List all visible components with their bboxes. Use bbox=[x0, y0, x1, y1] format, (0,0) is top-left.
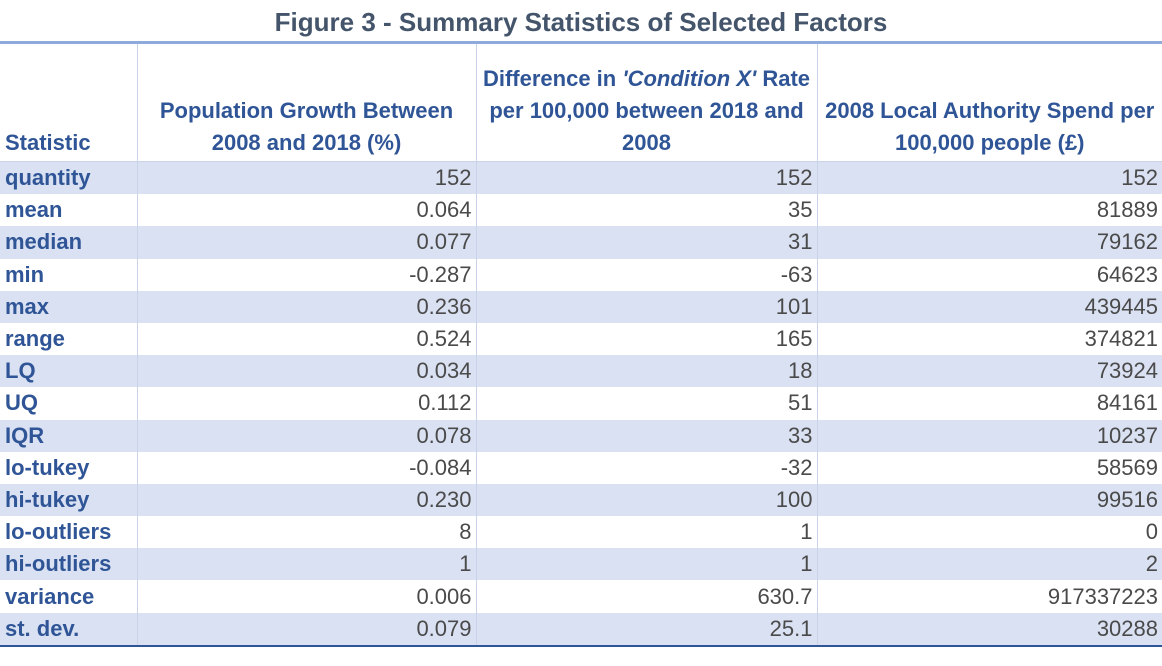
cell-statistic: range bbox=[0, 322, 138, 356]
table-body: quantity 152 152 152 mean 0.064 35 81889 median 0… bbox=[0, 161, 1162, 647]
table-header: Statistic Population Growth Between 2008… bbox=[0, 44, 1162, 162]
table-row: variance 0.006 630.7 917337223 bbox=[0, 580, 1162, 613]
cell-statistic: mean bbox=[0, 194, 138, 227]
cell-condition-x-difference: 18 bbox=[476, 355, 818, 388]
cell-condition-x-difference: -32 bbox=[476, 451, 818, 484]
cell-condition-x-difference: 1 bbox=[476, 548, 818, 581]
table-row: hi-tukey 0.230 100 99516 bbox=[0, 483, 1162, 517]
table-row: LQ 0.034 18 73924 bbox=[0, 355, 1162, 388]
table-row: lo-outliers 8 1 0 bbox=[0, 516, 1162, 549]
cell-authority-spend: 2 bbox=[817, 548, 1162, 581]
cell-statistic: hi-tukey bbox=[0, 483, 138, 517]
cell-authority-spend: 917337223 bbox=[1047, 583, 1158, 609]
cell-authority-spend: 0 bbox=[1145, 519, 1158, 545]
table-row: UQ 0.112 51 84161 bbox=[0, 387, 1162, 420]
cell-population-growth: 0.230 bbox=[137, 483, 477, 517]
cell-authority-spend: 73924 bbox=[817, 355, 1162, 388]
cell-population-growth: 1 bbox=[137, 548, 477, 581]
cell-population-growth: 8 bbox=[137, 516, 477, 549]
header-authority-spend: 2008 Local Authority Spend per 100,000 p… bbox=[817, 44, 1162, 162]
cell-condition-x-difference: 100 bbox=[476, 483, 818, 517]
cell-condition-x-difference: 101 bbox=[476, 290, 818, 323]
cell-condition-x-difference: 51 bbox=[476, 387, 818, 420]
cell-population-growth: -0.084 bbox=[137, 451, 477, 484]
cell-statistic: quantity bbox=[0, 161, 138, 195]
cell-statistic: variance bbox=[0, 580, 138, 613]
cell-population-growth: 0.006 bbox=[137, 580, 477, 613]
cell-condition-x-difference: 1 bbox=[476, 516, 818, 549]
cell-condition-x-difference: 35 bbox=[476, 194, 818, 227]
table-row: lo-tukey -0.084 -32 58569 bbox=[0, 451, 1162, 484]
table-row: mean 0.064 35 81889 bbox=[0, 194, 1162, 227]
cell-condition-x-difference: -63 bbox=[476, 258, 818, 291]
cell-authority-spend: 439445 bbox=[817, 290, 1162, 323]
header-statistic: Statistic bbox=[0, 44, 138, 162]
cell-statistic: UQ bbox=[0, 387, 138, 420]
cell-authority-spend: 30288 bbox=[817, 612, 1162, 647]
table-row: quantity 152 152 152 bbox=[0, 161, 1162, 195]
cell-statistic: st. dev. bbox=[0, 612, 138, 647]
table-row: hi-outliers 1 1 2 bbox=[0, 548, 1162, 581]
cell-population-growth: -0.287 bbox=[137, 258, 477, 291]
cell-authority-spend: 79162 bbox=[817, 226, 1162, 259]
header-condition-x-post: Rate per 100,000 between 2018 and 2008 bbox=[489, 66, 811, 155]
summary-statistics-table: Statistic Population Growth Between 2008… bbox=[0, 44, 1162, 647]
cell-authority-spend: 64623 bbox=[1096, 261, 1158, 287]
cell-condition-x-difference: 33 bbox=[476, 419, 818, 452]
header-condition-x-italic: 'Condition X' bbox=[622, 66, 757, 91]
cell-statistic: median bbox=[0, 226, 138, 259]
figure-title: Figure 3 - Summary Statistics of Selecte… bbox=[0, 0, 1162, 44]
header-condition-x-difference: Difference in 'Condition X' Rate per 100… bbox=[476, 44, 818, 162]
cell-condition-x-difference: 31 bbox=[476, 226, 818, 259]
cell-statistic: min bbox=[0, 258, 138, 291]
cell-statistic: lo-outliers bbox=[0, 516, 138, 549]
cell-authority-spend: 81889 bbox=[1096, 197, 1158, 223]
cell-population-growth: 0.079 bbox=[137, 612, 477, 647]
table-row: IQR 0.078 33 10237 bbox=[0, 419, 1162, 452]
table-row: range 0.524 165 374821 bbox=[0, 322, 1162, 356]
cell-statistic: hi-outliers bbox=[0, 548, 138, 581]
cell-condition-x-difference: 152 bbox=[476, 161, 818, 195]
cell-authority-spend: 10237 bbox=[817, 419, 1162, 452]
header-population-growth: Population Growth Between 2008 and 2018 … bbox=[137, 44, 477, 162]
cell-statistic: max bbox=[0, 290, 138, 323]
cell-authority-spend: 84161 bbox=[1096, 390, 1158, 416]
table-row: min -0.287 -63 64623 bbox=[0, 258, 1162, 291]
cell-authority-spend: 152 bbox=[817, 161, 1162, 195]
cell-population-growth: 0.078 bbox=[137, 419, 477, 452]
table-row: st. dev. 0.079 25.1 30288 bbox=[0, 612, 1162, 647]
cell-population-growth: 0.112 bbox=[137, 387, 477, 420]
table-row: max 0.236 101 439445 bbox=[0, 290, 1162, 323]
cell-authority-spend: 374821 bbox=[1084, 326, 1158, 352]
cell-population-growth: 152 bbox=[137, 161, 477, 195]
cell-population-growth: 0.236 bbox=[137, 290, 477, 323]
table-row: median 0.077 31 79162 bbox=[0, 226, 1162, 259]
cell-population-growth: 0.064 bbox=[137, 194, 477, 227]
cell-authority-spend: 58569 bbox=[1096, 454, 1158, 480]
cell-condition-x-difference: 165 bbox=[476, 322, 818, 356]
cell-statistic: lo-tukey bbox=[0, 451, 138, 484]
cell-condition-x-difference: 25.1 bbox=[476, 612, 818, 647]
cell-statistic: LQ bbox=[0, 355, 138, 388]
cell-population-growth: 0.034 bbox=[137, 355, 477, 388]
header-condition-x-pre: Difference in bbox=[482, 66, 623, 91]
cell-population-growth: 0.524 bbox=[137, 322, 477, 356]
cell-population-growth: 0.077 bbox=[137, 226, 477, 259]
header-row: Statistic Population Growth Between 2008… bbox=[0, 44, 1162, 162]
cell-statistic: IQR bbox=[0, 419, 138, 452]
cell-authority-spend: 99516 bbox=[817, 483, 1162, 517]
cell-condition-x-difference: 630.7 bbox=[476, 580, 818, 613]
